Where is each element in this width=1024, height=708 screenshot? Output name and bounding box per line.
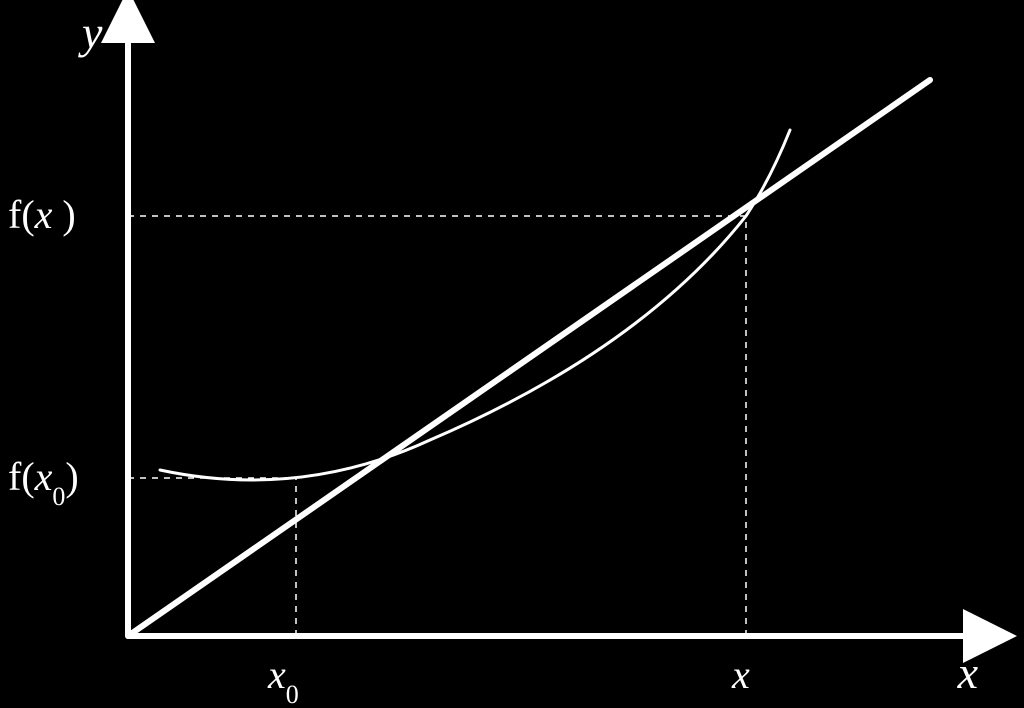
y-tick-label-fx: f(x ): [8, 192, 76, 237]
plot-background: [0, 0, 1024, 708]
x-axis-label: x: [957, 647, 979, 698]
y-axis-label: y: [78, 7, 103, 58]
tick-label-x: x: [731, 652, 750, 697]
secant-diagram: yxx0xf(x0)f(x ): [0, 0, 1024, 708]
